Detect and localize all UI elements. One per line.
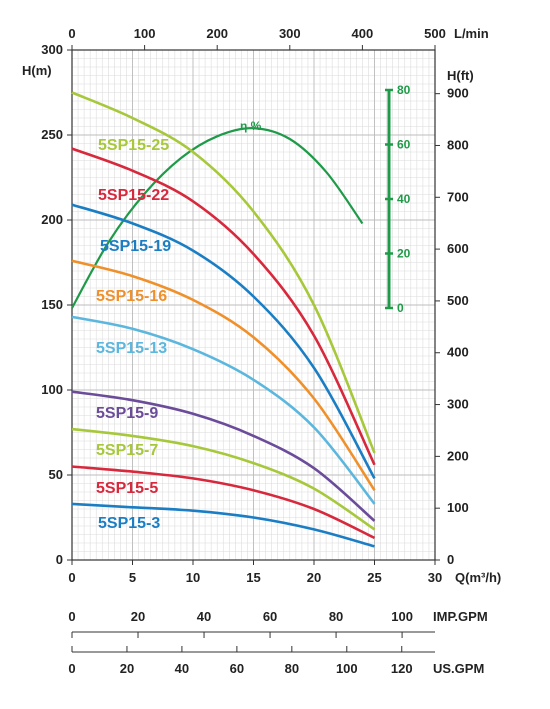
us-gpm-tick-label: 20 bbox=[120, 661, 134, 676]
lmin-tick-label: 100 bbox=[134, 26, 156, 41]
efficiency-curve-label: η % bbox=[240, 119, 262, 133]
head-curve-5sp15-16 bbox=[71, 259, 376, 492]
hm-tick-label: 200 bbox=[41, 212, 63, 227]
q-axis-label: Q(m³/h) bbox=[455, 570, 501, 585]
tick-labels: 050100150200250300H(m)010020030040050060… bbox=[22, 26, 501, 585]
series-label: 5SP15-16 bbox=[96, 288, 167, 305]
head-curve-5sp15-19 bbox=[71, 203, 376, 480]
lmin-tick-label: 500 bbox=[424, 26, 446, 41]
q-tick-label: 5 bbox=[129, 570, 136, 585]
lmin-axis-label: L/min bbox=[454, 26, 489, 41]
q-tick-label: 30 bbox=[428, 570, 442, 585]
q-tick-label: 0 bbox=[68, 570, 75, 585]
hft-tick-label: 600 bbox=[447, 241, 469, 256]
hft-tick-label: 400 bbox=[447, 345, 469, 360]
series-label: 5SP15-3 bbox=[98, 515, 160, 532]
head-curve-5sp15-22 bbox=[71, 147, 376, 466]
hm-axis-label: H(m) bbox=[22, 63, 52, 78]
series-label: 5SP15-19 bbox=[100, 238, 171, 255]
lmin-tick-label: 0 bbox=[68, 26, 75, 41]
series-label: 5SP15-13 bbox=[96, 340, 167, 357]
head-curve-5sp15-13 bbox=[71, 315, 376, 505]
imp-gpm-tick-label: 80 bbox=[329, 609, 343, 624]
head-curve-5sp15-9 bbox=[71, 390, 376, 522]
us-gpm-tick-label: 0 bbox=[68, 661, 75, 676]
hft-tick-label: 0 bbox=[447, 552, 454, 567]
imp-gpm-tick-label: 60 bbox=[263, 609, 277, 624]
hft-tick-label: 500 bbox=[447, 293, 469, 308]
imp-gpm-axis-label: IMP.GPM bbox=[433, 609, 488, 624]
hft-tick-label: 800 bbox=[447, 137, 469, 152]
imp-gpm-tick-label: 100 bbox=[391, 609, 413, 624]
head-curve-5sp15-3 bbox=[71, 502, 375, 548]
series-label: 5SP15-9 bbox=[96, 405, 158, 422]
us-gpm-tick-label: 60 bbox=[230, 661, 244, 676]
hm-tick-label: 0 bbox=[56, 552, 63, 567]
hm-tick-label: 50 bbox=[49, 467, 63, 482]
head-curve-5sp15-5 bbox=[71, 465, 376, 540]
us-gpm-tick-label: 80 bbox=[285, 661, 299, 676]
efficiency-tick-label: 40 bbox=[397, 192, 411, 206]
grid bbox=[71, 49, 436, 561]
hft-tick-label: 100 bbox=[447, 500, 469, 515]
series-label: 5SP15-7 bbox=[96, 442, 158, 459]
hm-tick-label: 100 bbox=[41, 382, 63, 397]
efficiency-tick-label: 0 bbox=[397, 301, 404, 315]
head-curve-5sp15-25 bbox=[71, 91, 376, 454]
head-curve-5sp15-7 bbox=[71, 427, 376, 531]
hft-axis-label: H(ft) bbox=[447, 68, 474, 83]
lmin-tick-label: 200 bbox=[206, 26, 228, 41]
hm-tick-label: 150 bbox=[41, 297, 63, 312]
us-gpm-tick-label: 40 bbox=[175, 661, 189, 676]
q-tick-label: 10 bbox=[186, 570, 200, 585]
efficiency-curve bbox=[71, 127, 364, 309]
series-label: 5SP15-5 bbox=[96, 480, 158, 497]
hft-tick-label: 200 bbox=[447, 448, 469, 463]
q-tick-label: 15 bbox=[246, 570, 260, 585]
efficiency-layer: 0 20 40 60 80 η % bbox=[71, 83, 411, 315]
head-curves: 5SP15-25 5SP15-22 5SP15-19 5SP15-16 5SP15-13… bbox=[71, 91, 376, 548]
efficiency-tick-label: 80 bbox=[397, 83, 411, 97]
flow-unit-scales: 0 20 40 60 80 100 IMP.GPM 0 20 40 60 80 100 120 US.GPM bbox=[68, 609, 487, 676]
imp-gpm-tick-label: 0 bbox=[68, 609, 75, 624]
efficiency-tick-label: 20 bbox=[397, 247, 411, 261]
hm-tick-label: 250 bbox=[41, 127, 63, 142]
hft-tick-label: 900 bbox=[447, 86, 469, 101]
lmin-tick-label: 300 bbox=[279, 26, 301, 41]
us-gpm-axis-label: US.GPM bbox=[433, 661, 484, 676]
efficiency-tick-label: 60 bbox=[397, 138, 411, 152]
us-gpm-tick-label: 120 bbox=[391, 661, 413, 676]
q-tick-label: 25 bbox=[367, 570, 381, 585]
imp-gpm-tick-label: 40 bbox=[197, 609, 211, 624]
lmin-tick-label: 400 bbox=[352, 26, 374, 41]
us-gpm-tick-label: 100 bbox=[336, 661, 358, 676]
q-tick-label: 20 bbox=[307, 570, 321, 585]
hft-tick-label: 300 bbox=[447, 397, 469, 412]
hft-tick-label: 700 bbox=[447, 189, 469, 204]
imp-gpm-tick-label: 20 bbox=[131, 609, 145, 624]
hm-tick-label: 300 bbox=[41, 42, 63, 57]
series-label: 5SP15-22 bbox=[98, 187, 169, 204]
series-label: 5SP15-25 bbox=[98, 137, 169, 154]
